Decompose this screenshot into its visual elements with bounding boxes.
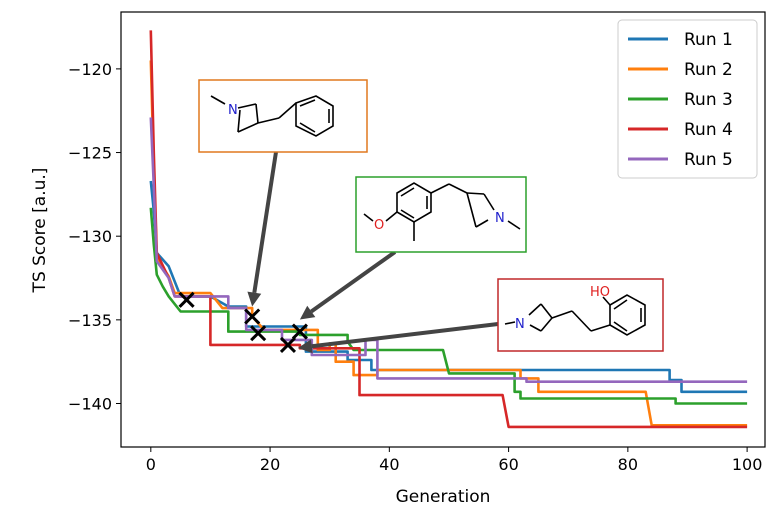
- molecule-box-2: O N: [355, 176, 527, 253]
- annotation-arrow-head: [299, 305, 316, 320]
- molecule-3-bonds: [504, 294, 646, 336]
- x-axis-label: Generation: [396, 487, 491, 507]
- molecule-3-atom-ho: HO: [590, 285, 610, 300]
- y-tick-label: −140: [68, 395, 112, 414]
- series-line-1: [149, 180, 748, 394]
- best-marker: [291, 323, 308, 340]
- molecule-box-3: HO N: [497, 278, 664, 352]
- molecule-1-bonds: [210, 95, 334, 137]
- annotation-arrow-head: [247, 291, 262, 307]
- legend-frame: [617, 19, 758, 179]
- molecule-box-1: N: [198, 79, 368, 153]
- x-tick-label: 20: [260, 455, 280, 474]
- legend-label-4: Run 4: [684, 120, 733, 140]
- axis-ticks: 0 20 40 60 80 100 −120 −125 −130 −135 −140: [68, 60, 762, 474]
- y-tick-label: −120: [68, 60, 112, 79]
- molecule-2-bonds: [363, 182, 521, 241]
- y-axis-label: TS Score [a.u.]: [30, 168, 50, 294]
- series-line-5: [149, 117, 748, 384]
- best-marker: [250, 325, 267, 342]
- x-tick-label: 40: [379, 455, 399, 474]
- x-tick-label: 60: [498, 455, 518, 474]
- molecule-2-atom-o: O: [374, 218, 384, 233]
- annotation-arrow-shaft: [252, 151, 278, 293]
- best-marker: [244, 308, 261, 325]
- legend-label-3: Run 3: [684, 90, 733, 110]
- molecule-3-atom-n: N: [515, 317, 525, 332]
- annotation-arrow-shaft: [311, 322, 499, 349]
- molecule-1-atom-n: N: [228, 103, 238, 118]
- series-line-3: [149, 207, 748, 405]
- legend-label-5: Run 5: [684, 150, 733, 170]
- annotation-arrow-head: [297, 339, 313, 354]
- molecule-box-2-frame: [355, 176, 527, 253]
- legend-label-1: Run 1: [684, 30, 733, 50]
- y-tick-label: −130: [68, 227, 112, 246]
- best-markers: [178, 291, 308, 354]
- x-tick-label: 80: [618, 455, 638, 474]
- x-tick-label: 100: [732, 455, 763, 474]
- legend-label-2: Run 2: [684, 60, 733, 80]
- legend: Run 1 Run 2 Run 3 Run 4 Run 5: [617, 19, 758, 179]
- annotation-arrow-shaft: [310, 250, 397, 314]
- y-tick-label: −135: [68, 311, 112, 330]
- series-line-4: [149, 30, 748, 429]
- best-marker: [279, 336, 297, 354]
- molecule-2-atom-n: N: [495, 211, 505, 226]
- annotation-arrows: [247, 151, 499, 354]
- molecule-box-1-frame: [198, 79, 368, 153]
- molecule-box-3-frame: [497, 278, 664, 352]
- x-tick-label: 0: [146, 455, 156, 474]
- y-tick-label: −125: [68, 144, 112, 163]
- best-marker: [178, 291, 195, 308]
- plot-frame: [120, 11, 766, 448]
